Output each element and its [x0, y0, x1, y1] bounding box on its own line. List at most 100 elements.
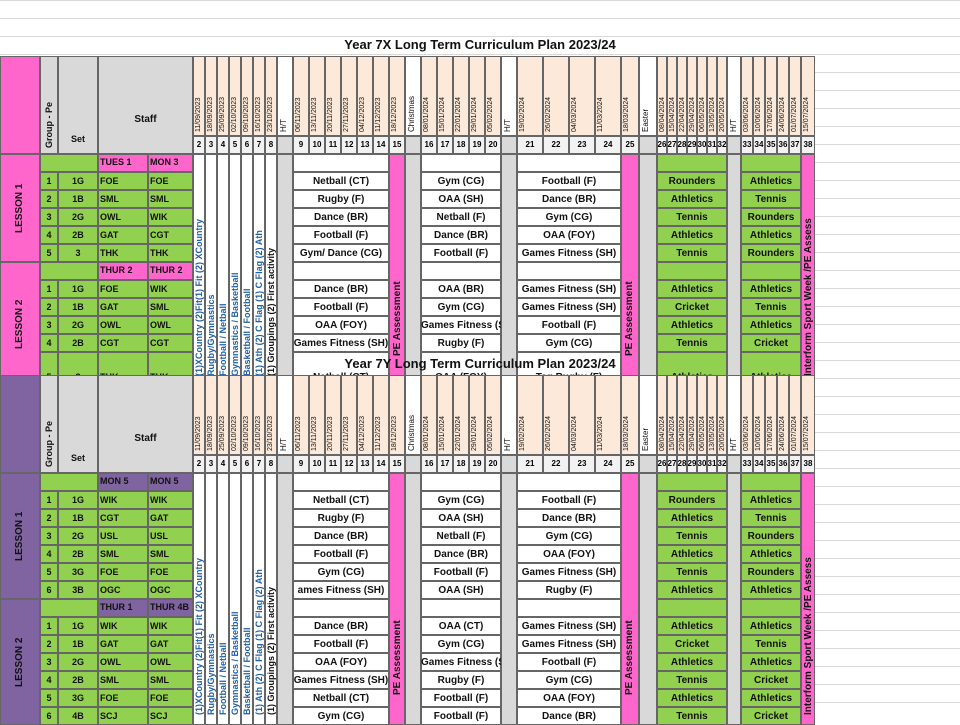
week-number: 2 — [196, 459, 202, 468]
staff-code-1: FOE — [100, 176, 119, 186]
staff-cell — [98, 581, 148, 599]
activity-cell — [741, 298, 801, 316]
staff-cell — [98, 190, 148, 208]
first-half-activity: (1) Groupings (2) First activity — [266, 586, 276, 715]
activity-label: Gym (CG) — [317, 711, 365, 722]
group-number: 3 — [46, 320, 52, 330]
date-label: 02/10/2023 — [231, 96, 238, 132]
activity-label: OAA (FOY) — [315, 657, 367, 668]
date-header-cell — [229, 375, 241, 455]
activity-cell — [517, 563, 621, 581]
staff-cell — [148, 527, 193, 545]
set-code: 4B — [72, 711, 84, 721]
date-label: 13/11/2023 — [311, 416, 318, 451]
staff-code-2: WIK — [150, 495, 168, 505]
week-number-cell — [373, 455, 389, 473]
set-cell — [58, 244, 98, 262]
date-label: 18/03/2024 — [623, 415, 630, 451]
week-number: 13 — [360, 140, 370, 149]
date-label: 11/03/2024 — [597, 416, 604, 451]
week-number-cell — [517, 455, 543, 473]
week-number: 19 — [472, 140, 482, 149]
activity-label: Rounders — [668, 176, 716, 187]
lesson-label-cell — [0, 262, 40, 386]
activity-cell — [421, 280, 501, 298]
staff-cell — [98, 226, 148, 244]
week-number-cell — [677, 455, 687, 473]
staff-code-1: CGT — [100, 338, 119, 348]
activity-label: Dance (BR) — [542, 194, 596, 205]
activity-label: ames Fitness (SH) — [297, 585, 385, 596]
date-header-cell — [229, 56, 241, 136]
activity-label: Football (F) — [433, 711, 489, 722]
activity-label: Tennis — [676, 212, 708, 223]
activity-cell — [657, 653, 727, 671]
activity-cell — [293, 563, 389, 581]
activity-label: Rugby (F) — [437, 338, 485, 349]
staff-code-1: CGT — [100, 513, 119, 523]
staff-code-2: CGT — [150, 338, 169, 348]
date-header-cell — [765, 56, 777, 136]
week-number-cell — [241, 136, 253, 154]
staff-code-1: FOE — [100, 567, 119, 577]
week-number-cell — [801, 455, 815, 473]
date-header-cell — [437, 375, 453, 455]
group-header — [40, 375, 58, 473]
date-header-cell — [569, 56, 595, 136]
week-number-cell — [341, 136, 357, 154]
sheet-gridline — [0, 18, 960, 19]
date-header-cell — [205, 375, 217, 455]
staff-cell — [148, 671, 193, 689]
activity-label: Gym (CG) — [545, 675, 593, 686]
staff-cell — [148, 617, 193, 635]
activity-cell — [517, 617, 621, 635]
date-label: 06/05/2024 — [699, 415, 706, 451]
activity-label: Games Fitness (SH) — [293, 675, 389, 686]
date-header-cell — [437, 56, 453, 136]
set-code: 2B — [72, 338, 84, 348]
activity-blank — [421, 473, 501, 491]
week-number: 15 — [392, 459, 402, 468]
staff-cell — [148, 208, 193, 226]
set-code: 2G — [71, 531, 84, 541]
activity-cell — [657, 208, 727, 226]
date-label: 15/01/2024 — [439, 415, 446, 451]
date-label: 08/01/2024 — [423, 415, 430, 451]
date-header-cell — [677, 56, 687, 136]
date-header-cell — [341, 56, 357, 136]
staff-label: Staff — [134, 433, 157, 444]
staff-code-1: OGC — [100, 585, 121, 595]
activity-cell — [421, 334, 501, 352]
date-label: 05/02/2024 — [487, 415, 494, 451]
activity-cell — [293, 334, 389, 352]
activity-cell — [293, 653, 389, 671]
date-header-cell — [595, 56, 621, 136]
activity-cell — [657, 491, 727, 509]
week-number-cell — [667, 136, 677, 154]
activity-cell — [293, 671, 389, 689]
group-cell — [40, 653, 58, 671]
date-label: 17/06/2024 — [767, 415, 774, 451]
date-label: Christmas — [407, 414, 416, 451]
set-cell — [58, 617, 98, 635]
activity-cell — [293, 244, 389, 262]
set-code: 1G — [71, 621, 84, 631]
week-number-cell — [595, 455, 621, 473]
activity-label: OAA (FOY) — [543, 230, 595, 241]
activity-label: Netball (F) — [436, 531, 486, 542]
activity-label: Athletics — [749, 621, 793, 632]
set-cell — [58, 689, 98, 707]
date-label: Christmas — [407, 95, 416, 132]
set-code: 3G — [71, 693, 84, 703]
date-header-cell — [277, 375, 293, 455]
date-header-cell — [453, 56, 469, 136]
staff-code-1: GAT — [100, 639, 119, 649]
activity-label: Rugby (F) — [437, 675, 485, 686]
activity-blank — [657, 473, 727, 491]
activity-cell — [293, 617, 389, 635]
week-number: 6 — [244, 459, 250, 468]
lesson-head-blank — [40, 154, 98, 172]
lesson-day-2-label: MON 3 — [150, 157, 179, 167]
week-number: 18 — [456, 140, 466, 149]
activity-label: Athletics — [670, 194, 714, 205]
